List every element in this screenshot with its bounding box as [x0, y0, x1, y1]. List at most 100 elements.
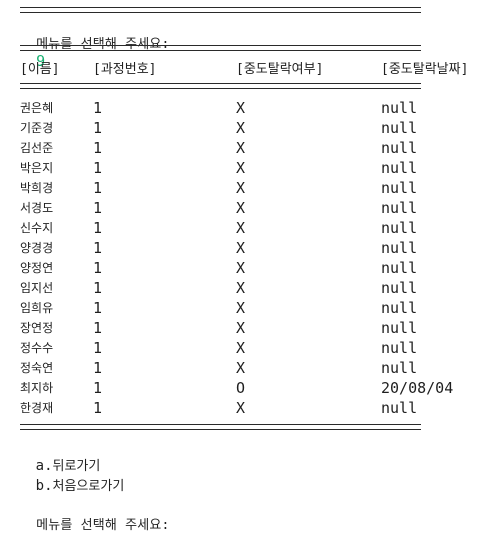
- menu-prompt-answer: 9: [36, 52, 46, 70]
- dropout-flag: X: [236, 399, 246, 417]
- table-row: 권은혜 1 X null: [20, 98, 500, 118]
- dropout-date: null: [381, 279, 418, 297]
- course-number: 1: [93, 279, 103, 297]
- menu-option-back-label: 뒤로가기: [52, 459, 101, 474]
- course-number: 1: [93, 259, 103, 277]
- student-name: 양정연: [20, 261, 54, 275]
- dropout-date: null: [381, 339, 418, 357]
- menu-prompt: 메뉴를 선택해 주세요: 9: [20, 21, 170, 71]
- dropout-date: null: [381, 159, 418, 177]
- student-name: 정숙연: [20, 361, 54, 375]
- header-course-number: [과정번호]: [93, 62, 157, 77]
- dropout-date: null: [381, 399, 418, 417]
- menu-input-prompt-label: 메뉴를 선택해 주세요:: [36, 518, 170, 533]
- dropout-date: null: [381, 99, 418, 117]
- student-name: 기준경: [20, 121, 54, 135]
- menu-option-back-key: a.: [35, 458, 53, 474]
- dropout-date: null: [381, 219, 418, 237]
- dropout-flag: X: [236, 119, 246, 137]
- table-header: [이름] [과정번호] [중도탈락여부] [중도탈락날짜]: [20, 60, 500, 80]
- course-number: 1: [93, 179, 103, 197]
- student-name: 양경경: [20, 241, 54, 255]
- header-dropout-date: [중도탈락날짜]: [381, 62, 469, 77]
- student-name: 신수지: [20, 221, 54, 235]
- dropout-date: null: [381, 239, 418, 257]
- course-number: 1: [93, 139, 103, 157]
- student-name: 박희경: [20, 181, 54, 195]
- table-row: 기준경 1 X null: [20, 118, 500, 138]
- course-number: 1: [93, 319, 103, 337]
- dropout-flag: O: [236, 379, 246, 397]
- dropout-flag: X: [236, 99, 246, 117]
- course-number: 1: [93, 299, 103, 317]
- course-number: 1: [93, 239, 103, 257]
- table-row: 정수수 1 X null: [20, 338, 500, 358]
- menu-option-home[interactable]: b.처음으로가기: [20, 462, 125, 495]
- course-number: 1: [93, 199, 103, 217]
- menu-input-prompt[interactable]: 메뉴를 선택해 주세요:: [20, 502, 170, 534]
- course-number: 1: [93, 339, 103, 357]
- student-name: 김선준: [20, 141, 54, 155]
- table-row: 임지선 1 X null: [20, 278, 500, 298]
- table-row: 장연정 1 X null: [20, 318, 500, 338]
- student-name: 장연정: [20, 321, 54, 335]
- dropout-flag: X: [236, 259, 246, 277]
- dropout-date: null: [381, 139, 418, 157]
- header-dropout-status: [중도탈락여부]: [236, 62, 324, 77]
- course-number: 1: [93, 399, 103, 417]
- dropout-flag: X: [236, 219, 246, 237]
- table-row: 양경경 1 X null: [20, 238, 500, 258]
- table-row: 한경재 1 X null: [20, 398, 500, 418]
- header-top-double-divider: [20, 45, 421, 51]
- student-table-body: 권은혜 1 X null 기준경 1 X null 김선준 1 X null 박…: [20, 98, 500, 418]
- student-name: 한경재: [20, 401, 54, 415]
- dropout-flag: X: [236, 339, 246, 357]
- menu-option-back[interactable]: a.뒤로가기: [20, 442, 101, 475]
- course-number: 1: [93, 359, 103, 377]
- dropout-flag: X: [236, 139, 246, 157]
- table-row: 양정연 1 X null: [20, 258, 500, 278]
- header-name: [이름]: [20, 62, 60, 77]
- table-row: 임희유 1 X null: [20, 298, 500, 318]
- dropout-flag: X: [236, 279, 246, 297]
- dropout-date: null: [381, 319, 418, 337]
- table-bottom-double-divider: [20, 424, 421, 430]
- dropout-flag: X: [236, 179, 246, 197]
- table-row: 최지하 1 O 20/08/04: [20, 378, 500, 398]
- course-number: 1: [93, 159, 103, 177]
- header-bottom-double-divider: [20, 83, 421, 89]
- student-name: 권은혜: [20, 101, 54, 115]
- dropout-flag: X: [236, 199, 246, 217]
- menu-option-home-label: 처음으로가기: [52, 479, 125, 494]
- table-row: 정숙연 1 X null: [20, 358, 500, 378]
- dropout-date: null: [381, 179, 418, 197]
- dropout-flag: X: [236, 159, 246, 177]
- table-row: 서경도 1 X null: [20, 198, 500, 218]
- course-number: 1: [93, 379, 103, 397]
- table-row: 신수지 1 X null: [20, 218, 500, 238]
- dropout-flag: X: [236, 319, 246, 337]
- dropout-date: null: [381, 259, 418, 277]
- table-row: 박희경 1 X null: [20, 178, 500, 198]
- dropout-date: null: [381, 199, 418, 217]
- course-number: 1: [93, 99, 103, 117]
- student-name: 서경도: [20, 201, 54, 215]
- student-name: 정수수: [20, 341, 54, 355]
- dropout-date: null: [381, 119, 418, 137]
- student-name: 임지선: [20, 281, 54, 295]
- menu-prompt-label: 메뉴를 선택해 주세요:: [36, 37, 170, 52]
- dropout-date: null: [381, 299, 418, 317]
- dropout-date: null: [381, 359, 418, 377]
- top-double-divider: [20, 7, 421, 13]
- student-name: 임희유: [20, 301, 54, 315]
- table-row: 박은지 1 X null: [20, 158, 500, 178]
- table-row: 김선준 1 X null: [20, 138, 500, 158]
- menu-option-home-key: b.: [35, 478, 53, 494]
- dropout-date: 20/08/04: [381, 379, 454, 397]
- student-name: 박은지: [20, 161, 54, 175]
- dropout-flag: X: [236, 359, 246, 377]
- course-number: 1: [93, 219, 103, 237]
- course-number: 1: [93, 119, 103, 137]
- student-name: 최지하: [20, 381, 54, 395]
- dropout-flag: X: [236, 239, 246, 257]
